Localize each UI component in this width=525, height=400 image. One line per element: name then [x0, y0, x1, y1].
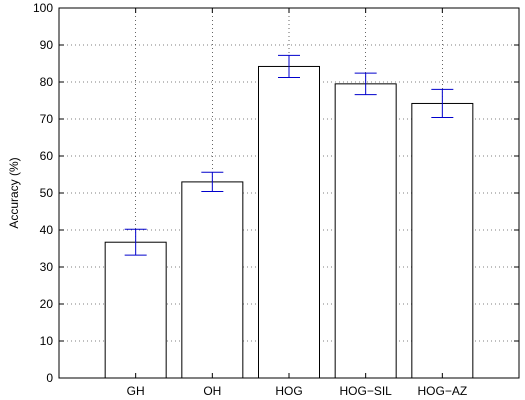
y-tick-label: 70 — [40, 112, 54, 126]
y-tick-label: 10 — [40, 334, 54, 348]
x-tick-label: GH — [127, 384, 145, 398]
y-tick-label: 50 — [40, 186, 54, 200]
y-tick-label: 30 — [40, 260, 54, 274]
bars-group — [104, 65, 474, 379]
y-tick-label: 40 — [40, 223, 54, 237]
x-tick-label: HOG−SIL — [339, 384, 392, 398]
y-tick-label: 80 — [40, 75, 54, 89]
y-axis-label: Accuracy (%) — [7, 157, 21, 228]
bar-HOG−SIL — [334, 83, 397, 379]
y-tick-label: 100 — [33, 1, 53, 15]
error-bars-group — [124, 54, 454, 256]
y-tick-label: 60 — [40, 149, 54, 163]
y-tick-label: 20 — [40, 297, 54, 311]
bar-GH — [104, 241, 167, 379]
bar-HOG−AZ — [411, 102, 474, 379]
bar-OH — [181, 181, 244, 379]
x-tick-label: HOG−AZ — [417, 384, 467, 398]
x-axis-ticks: GH OH HOG HOG−SIL HOG−AZ — [127, 8, 467, 398]
y-axis-ticks: 0 10 20 30 40 50 60 70 80 90 100 — [33, 1, 519, 385]
y-tick-label: 0 — [46, 371, 53, 385]
x-tick-label: OH — [203, 384, 221, 398]
x-tick-label: HOG — [275, 384, 302, 398]
y-tick-label: 90 — [40, 38, 54, 52]
bar-HOG — [258, 65, 320, 379]
